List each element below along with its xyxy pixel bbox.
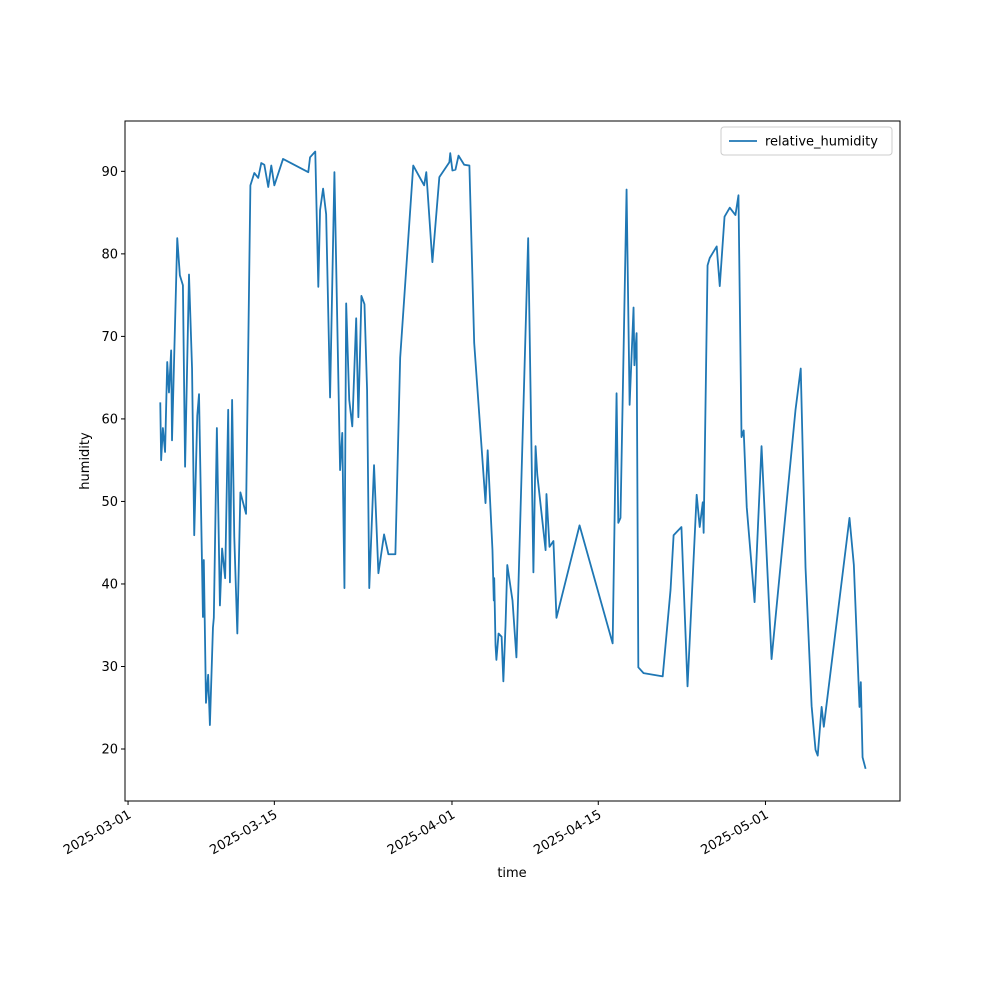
- y-tick-label: 30: [101, 660, 118, 675]
- y-tick-label: 60: [101, 412, 118, 427]
- y-axis-label: humidity: [78, 432, 93, 490]
- line: [159, 150, 867, 770]
- y-tick-label: 20: [101, 743, 118, 758]
- x-axis-label: time: [497, 866, 526, 881]
- y-tick-label: 50: [101, 495, 118, 510]
- legend-label: relative_humidity: [765, 135, 878, 150]
- y-tick-label: 40: [101, 577, 118, 592]
- y-tick-label: 80: [101, 247, 118, 262]
- plot-frame: [124, 120, 901, 802]
- legend-box: [720, 126, 893, 156]
- y-tick-label: 90: [101, 165, 118, 180]
- y-tick-label: 70: [101, 330, 118, 345]
